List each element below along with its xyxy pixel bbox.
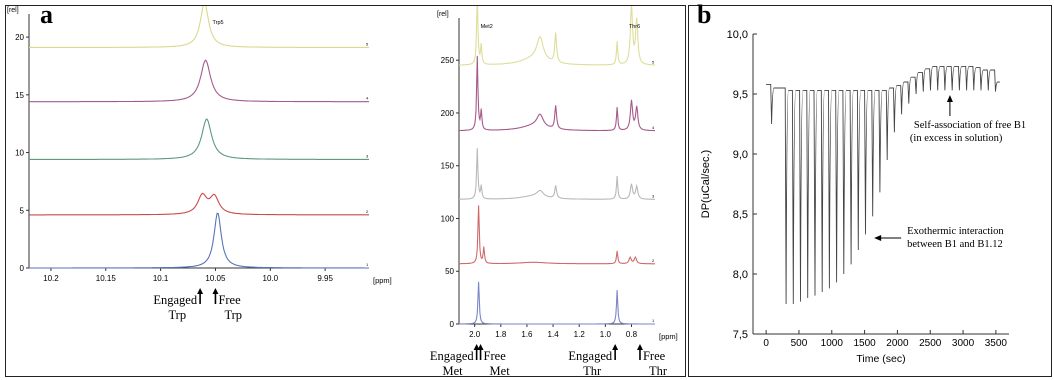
self-association-line1: Self-association of free B1 (914, 120, 1026, 131)
y-tick-label: 20 (15, 33, 24, 42)
x-axis-label: [ppm] (373, 276, 392, 285)
series-number: 1 (652, 318, 655, 323)
annotation-line1: Free (484, 349, 507, 363)
x-tick-label: 10.05 (205, 274, 226, 283)
exothermic-line2: between B1 and B1.12 (907, 239, 1003, 250)
annotation-line1: Engaged (153, 293, 197, 307)
panel-a-letter: a (40, 0, 53, 29)
spectrum-series-3 (459, 148, 655, 200)
series-number: 1 (366, 262, 369, 267)
x-tick-label: 1.8 (495, 330, 507, 339)
spectrum-series-5 (29, 6, 369, 48)
series-number: 2 (652, 258, 655, 263)
exothermic-line1: Exothermic interaction (907, 226, 1004, 237)
y-axis-title: DP(uCal/sec.) (700, 150, 712, 218)
x-tick-label: 2.0 (469, 330, 481, 339)
thermogram-trace (766, 65, 1000, 305)
series-number: 3 (366, 153, 369, 158)
annotation-line2: Met (442, 364, 463, 378)
x-tick-label: 0.8 (626, 330, 638, 339)
series-number: 5 (652, 59, 655, 64)
x-axis-title: Time (sec) (856, 353, 905, 365)
x-tick-label: 1000 (821, 338, 844, 349)
annotation-arrow-head (473, 344, 480, 350)
y-tick-label: 9,0 (733, 149, 748, 161)
y-axis-label: [rel] (7, 7, 19, 14)
series-number: 4 (652, 125, 655, 130)
series-number: 3 (652, 193, 655, 198)
x-tick-label: 2500 (919, 338, 942, 349)
annotation-line1: Engaged (568, 349, 612, 363)
x-tick-label: 3500 (985, 338, 1008, 349)
x-tick-label: 10.0 (263, 274, 279, 283)
annotation-line1: Free (643, 349, 666, 363)
annotation-arrow-head (477, 344, 484, 350)
y-tick-label: 50 (445, 267, 454, 276)
y-tick-label: 0 (20, 264, 25, 273)
y-tick-label: 0 (450, 320, 455, 329)
annotation-arrow-head (636, 344, 643, 350)
exothermic-arrow-head (874, 235, 882, 241)
x-tick-label: 9.95 (317, 274, 333, 283)
self-association-arrow-head (946, 95, 953, 102)
itc-thermogram: 7,5 8,0 8,5 9,0 9,5 10,0 0 500 1000 1500 2000 2500 3… (700, 29, 1026, 365)
annotation-arrow-head (612, 344, 619, 350)
peak-label-met2: Met2 (481, 24, 493, 30)
y-axis-label: [rel] (437, 11, 449, 18)
annotation-line2: Thr (649, 364, 668, 378)
y-tick-label: 8,5 (733, 209, 748, 221)
y-tick-label: 150 (441, 162, 455, 171)
y-tick-label: 100 (441, 214, 455, 223)
x-tick-label: 1.2 (574, 330, 586, 339)
y-tick-label: 7,5 (733, 329, 748, 341)
x-tick-label: 500 (791, 338, 808, 349)
x-tick-label: 2000 (886, 338, 909, 349)
panel-a: a [rel] 0 5 10 15 20 10.2 10.15 10.1 10.05 10.0 9.9… (5, 0, 686, 378)
annotation-line2: Met (490, 364, 511, 378)
annotation-arrow-head (197, 288, 204, 294)
spectrum-series-1 (459, 281, 655, 325)
y-tick-label: 15 (15, 91, 24, 100)
x-tick-label: 10.15 (96, 274, 117, 283)
annotation-line1: Engaged (430, 349, 474, 363)
x-tick-label: 1500 (853, 338, 876, 349)
annotation-line2: Trp (168, 308, 186, 322)
x-tick-label: 1.0 (600, 330, 612, 339)
spectrum-series-2 (29, 192, 369, 216)
y-tick-label: 10 (15, 149, 24, 158)
y-tick-label: 9,5 (733, 89, 748, 101)
y-tick-label: 10,0 (727, 29, 748, 41)
x-tick-label: 0 (763, 338, 769, 349)
x-tick-label: 10.2 (43, 274, 59, 283)
x-tick-label: 1.4 (548, 330, 560, 339)
panel-b-letter: b (697, 0, 712, 29)
x-axis-label: [ppm] (659, 332, 678, 341)
x-tick-label: 10.1 (153, 274, 169, 283)
y-tick-label: 5 (20, 206, 25, 215)
y-tick-label: 8,0 (733, 269, 748, 281)
peak-label-thr6: Thr6 (629, 24, 640, 30)
spectrum-series-4 (29, 59, 369, 103)
x-tick-label: 3000 (952, 338, 975, 349)
series-number: 2 (366, 209, 369, 214)
y-tick-label: 250 (441, 56, 455, 65)
spectrum-series-1 (29, 212, 369, 269)
annotation-line1: Free (218, 293, 241, 307)
spectrum-series-4 (459, 55, 655, 132)
spectrum-series-3 (29, 118, 369, 160)
x-tick-label: 1.6 (521, 330, 533, 339)
series-number: 5 (366, 41, 369, 46)
annotation-line2: Thr (583, 364, 602, 378)
series-number: 4 (366, 96, 369, 101)
peak-label-trp5: Trp5 (212, 20, 223, 26)
annotation-arrow-head (212, 288, 219, 294)
self-association-line2: (in excess in solution) (910, 133, 1003, 144)
annotation-line2: Trp (224, 308, 242, 322)
nmr-met-thr-spectrum: [rel] 0 50 100 150 200 250 2.0 1.8 1.6 1.4 1.2 1.0 0.… (430, 6, 678, 378)
y-tick-label: 200 (441, 109, 455, 118)
panel-b: b 7,5 8,0 8,5 9,0 9,5 10,0 0 500 1000 1500 2000 250… (688, 0, 1052, 377)
spectrum-series-2 (459, 205, 655, 265)
spectrum-series-5 (459, 6, 655, 66)
